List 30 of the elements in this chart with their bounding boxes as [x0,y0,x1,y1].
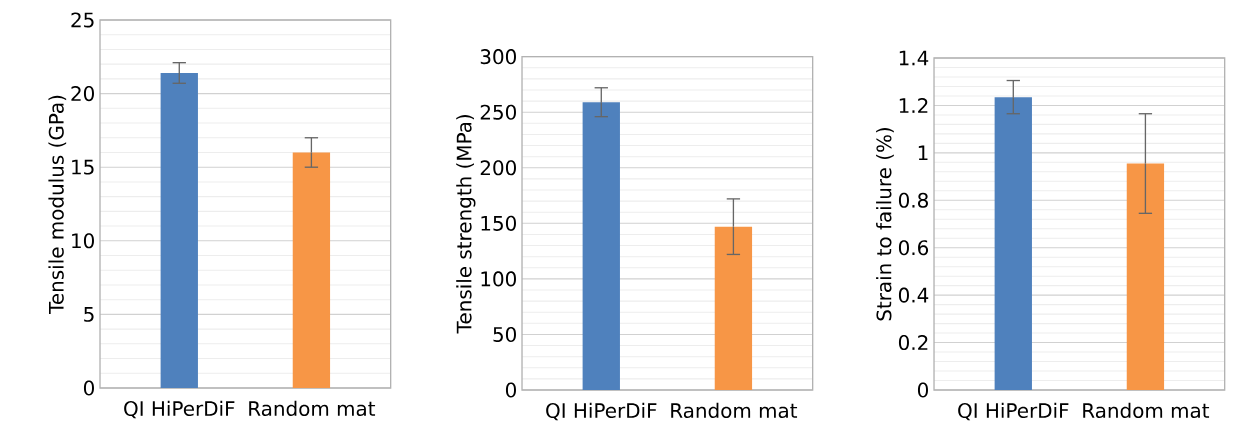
x-tick-label: Random mat [1083,402,1210,419]
y-tick-label: 250 [480,104,516,120]
y-tick-label: 0 [505,382,516,398]
y-axis-title: Strain to failure (%) [876,127,894,321]
y-tick-label: 50 [493,326,516,342]
x-tick-label: QI HiPerDiF [124,400,235,419]
y-tick-label: 10 [72,233,94,249]
x-tick-label: Random mat [249,400,376,417]
y-tick-label: 15 [72,159,94,175]
y-tick-label: 100 [481,271,516,287]
y-tick-label: 0 [83,380,94,396]
y-tick-label: 0.2 [898,335,928,351]
y-tick-label: 150 [481,215,516,231]
y-tick-label: 200 [480,160,516,176]
y-tick-label: 5 [84,307,94,322]
y-tick-label: 0.4 [898,287,929,303]
x-tick-label: QI HiPerDiF [546,402,657,421]
y-tick-label: 1 [918,145,928,161]
y-axis-title: Tensile modulus (GPa) [48,95,67,314]
y-axis-title: Tensile strength (MPa) [456,115,476,334]
y-tick-label: 20 [71,86,94,102]
y-tick-label: 300 [480,49,516,65]
y-tick-label: 0.8 [898,192,928,208]
x-tick-label: Random mat [671,402,798,419]
y-tick-label: 0 [917,382,928,398]
y-tick-label: 1.2 [899,98,928,113]
y-tick-label: 25 [71,12,94,28]
x-tick-label: QI HiPerDiF [958,402,1069,421]
y-tick-label: 1.4 [899,50,929,66]
y-tick-label: 0.6 [898,240,929,256]
